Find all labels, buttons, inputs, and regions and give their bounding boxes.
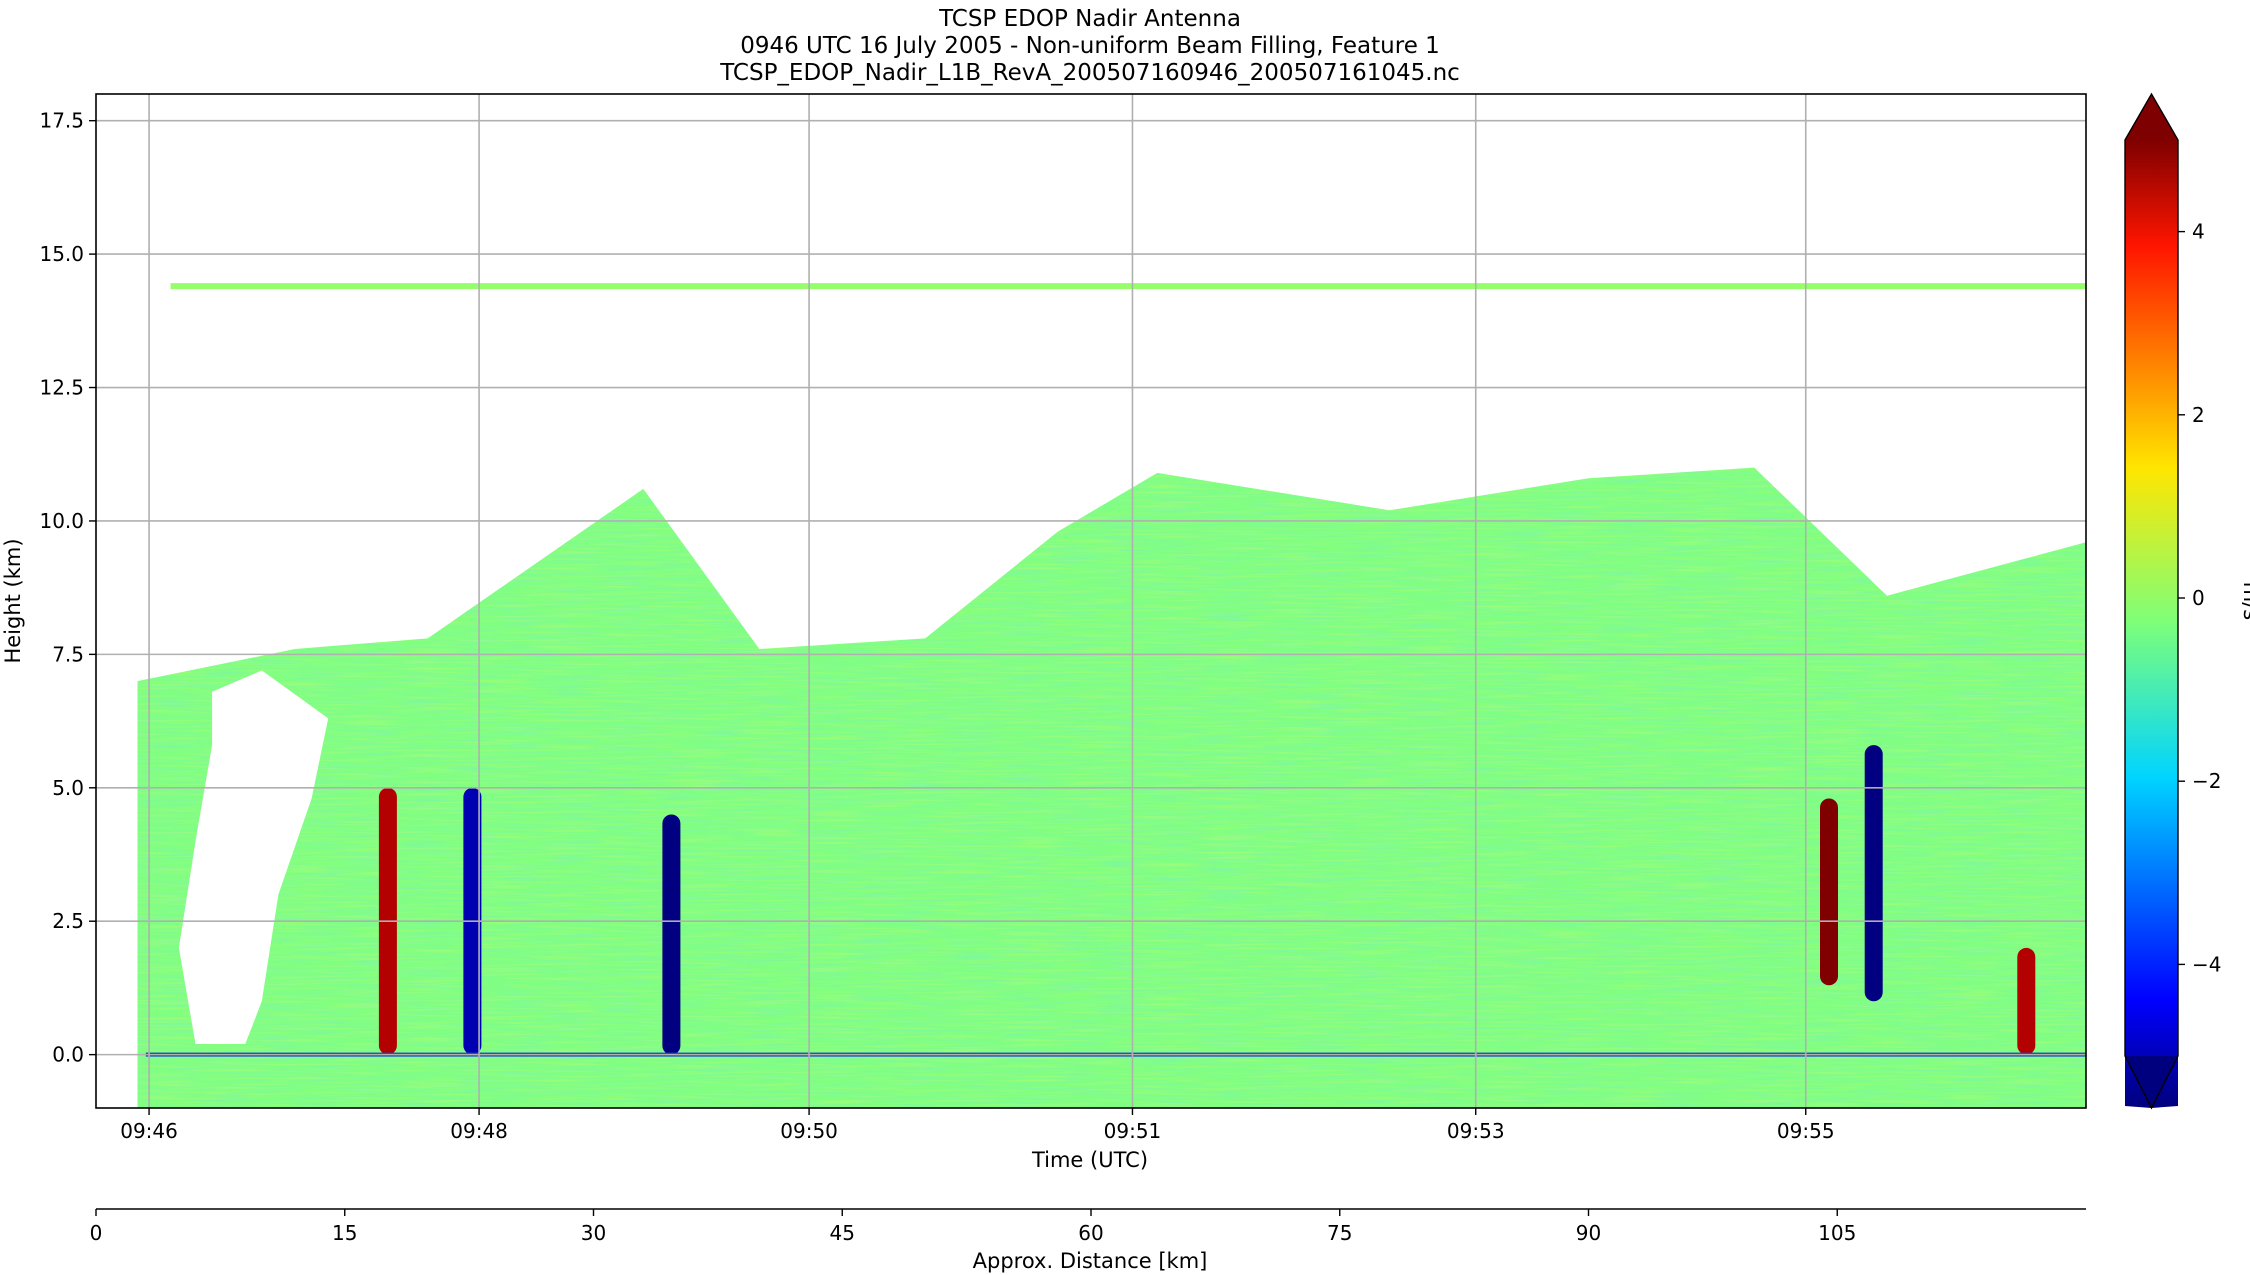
title-line-2: 0946 UTC 16 July 2005 - Non-uniform Beam… xyxy=(740,33,1440,59)
colorbar-extend-max xyxy=(2125,94,2178,140)
colorbar-tick-label: −4 xyxy=(2192,952,2221,976)
y-tick-label: 10.0 xyxy=(39,509,84,533)
x-tick-label: 09:50 xyxy=(780,1119,838,1143)
x-axis: 09:46 09:48 09:50 09:51 09:53 09:55 xyxy=(120,1108,1835,1143)
y-axis-label: Height (km) xyxy=(1,538,25,663)
distance-tick-label: 60 xyxy=(1078,1221,1103,1245)
title-line-3: TCSP_EDOP_Nadir_L1B_RevA_200507160946_20… xyxy=(719,60,1460,86)
distance-axis-label: Approx. Distance [km] xyxy=(973,1249,1208,1273)
distance-axis: 0 15 30 45 60 75 90 105 xyxy=(90,1208,2086,1245)
distance-tick-label: 105 xyxy=(1818,1221,1856,1245)
y-tick-label: 7.5 xyxy=(52,642,84,666)
x-axis-label: Time (UTC) xyxy=(1031,1148,1148,1172)
plot-area xyxy=(96,94,2086,1108)
y-tick-label: 15.0 xyxy=(39,242,84,266)
updraft-core xyxy=(1820,798,1838,986)
colorbar-body xyxy=(2125,140,2178,1106)
echo-gap xyxy=(178,670,329,1044)
x-tick-label: 09:48 xyxy=(450,1119,508,1143)
tropopause-echo-band xyxy=(170,283,2086,290)
colorbar-tick-label: 2 xyxy=(2192,403,2205,427)
colorbar-tick-label: −2 xyxy=(2192,769,2221,793)
colorbar: −4 −2 0 2 4 xyxy=(2124,92,2221,1110)
y-tick-label: 12.5 xyxy=(39,376,84,400)
y-tick-label: 0.0 xyxy=(52,1043,84,1067)
x-tick-label: 09:55 xyxy=(1777,1119,1835,1143)
updraft-core xyxy=(2017,947,2036,1055)
distance-tick-label: 90 xyxy=(1576,1221,1601,1245)
colorbar-extend-min xyxy=(2125,1056,2178,1108)
downdraft-core xyxy=(662,814,681,1055)
y-tick-label: 2.5 xyxy=(52,909,84,933)
colorbar-tick-label: 4 xyxy=(2192,220,2205,244)
y-tick-label: 5.0 xyxy=(52,776,84,800)
colorbar-tick-label: 0 xyxy=(2192,586,2205,610)
distance-tick-label: 15 xyxy=(332,1221,357,1245)
colorbar-outline xyxy=(2124,92,2179,1110)
plot-frame xyxy=(95,93,2087,1109)
grid-lines xyxy=(96,94,2086,1108)
colorbar-label: m/s xyxy=(2239,582,2250,620)
y-tick-label: 17.5 xyxy=(39,109,84,133)
x-tick-label: 09:53 xyxy=(1447,1119,1505,1143)
distance-tick-label: 75 xyxy=(1327,1221,1352,1245)
distance-tick-label: 30 xyxy=(581,1221,606,1245)
y-axis: 0.0 2.5 5.0 7.5 10.0 12.5 15.0 17.5 xyxy=(39,109,96,1067)
distance-tick-label: 0 xyxy=(90,1221,103,1245)
distance-tick-label: 45 xyxy=(830,1221,855,1245)
x-tick-label: 09:46 xyxy=(120,1119,178,1143)
title-line-1: TCSP EDOP Nadir Antenna xyxy=(938,6,1241,32)
downdraft-core xyxy=(1864,745,1883,1002)
x-tick-label: 09:51 xyxy=(1104,1119,1162,1143)
